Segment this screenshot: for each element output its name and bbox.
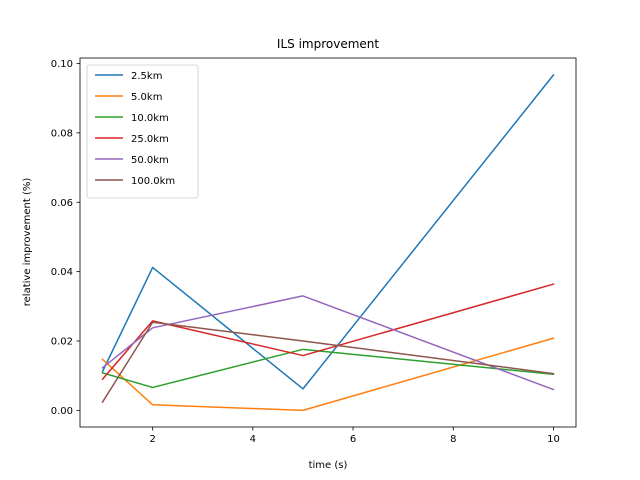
y-tick-label: 0.04 bbox=[51, 267, 73, 278]
series-line-4 bbox=[101, 295, 555, 391]
legend-label: 100.0km bbox=[131, 176, 175, 187]
legend-label: 10.0km bbox=[131, 113, 169, 124]
legend-label: 2.5km bbox=[131, 71, 162, 82]
x-tick-label: 8 bbox=[450, 434, 456, 445]
y-tick-label: 0.06 bbox=[51, 198, 73, 209]
x-axis-ticks: 2 4 6 8 10 bbox=[149, 427, 560, 445]
y-tick-label: 0.10 bbox=[51, 59, 73, 70]
chart-title: ILS improvement bbox=[277, 37, 379, 51]
x-axis-label: time (s) bbox=[309, 460, 348, 471]
y-axis-label: relative improvement (%) bbox=[22, 178, 33, 307]
series-line-5 bbox=[101, 321, 555, 404]
x-tick-label: 4 bbox=[250, 434, 256, 445]
x-tick-label: 2 bbox=[149, 434, 155, 445]
series-line-1 bbox=[101, 337, 555, 412]
x-tick-label: 6 bbox=[350, 434, 356, 445]
legend-box bbox=[86, 64, 199, 199]
legend-label: 25.0km bbox=[131, 134, 169, 145]
axes bbox=[79, 57, 577, 428]
plot-lines bbox=[101, 73, 555, 412]
y-tick-label: 0.02 bbox=[51, 336, 73, 347]
series-line-2 bbox=[101, 348, 555, 389]
legend-label: 50.0km bbox=[131, 155, 169, 166]
plot-frame bbox=[79, 57, 577, 428]
y-axis-ticks: 0.00 0.02 0.04 0.06 0.08 0.10 bbox=[51, 59, 80, 417]
series-line-3 bbox=[101, 283, 555, 381]
y-tick-label: 0.08 bbox=[51, 128, 73, 139]
x-tick-label: 10 bbox=[547, 434, 560, 445]
series-line-0 bbox=[101, 73, 555, 390]
legend: 2.5km 5.0km 10.0km 25.0km 50.0km 100.0km bbox=[86, 64, 199, 199]
y-tick-label: 0.00 bbox=[51, 406, 73, 417]
legend-label: 5.0km bbox=[131, 92, 162, 103]
